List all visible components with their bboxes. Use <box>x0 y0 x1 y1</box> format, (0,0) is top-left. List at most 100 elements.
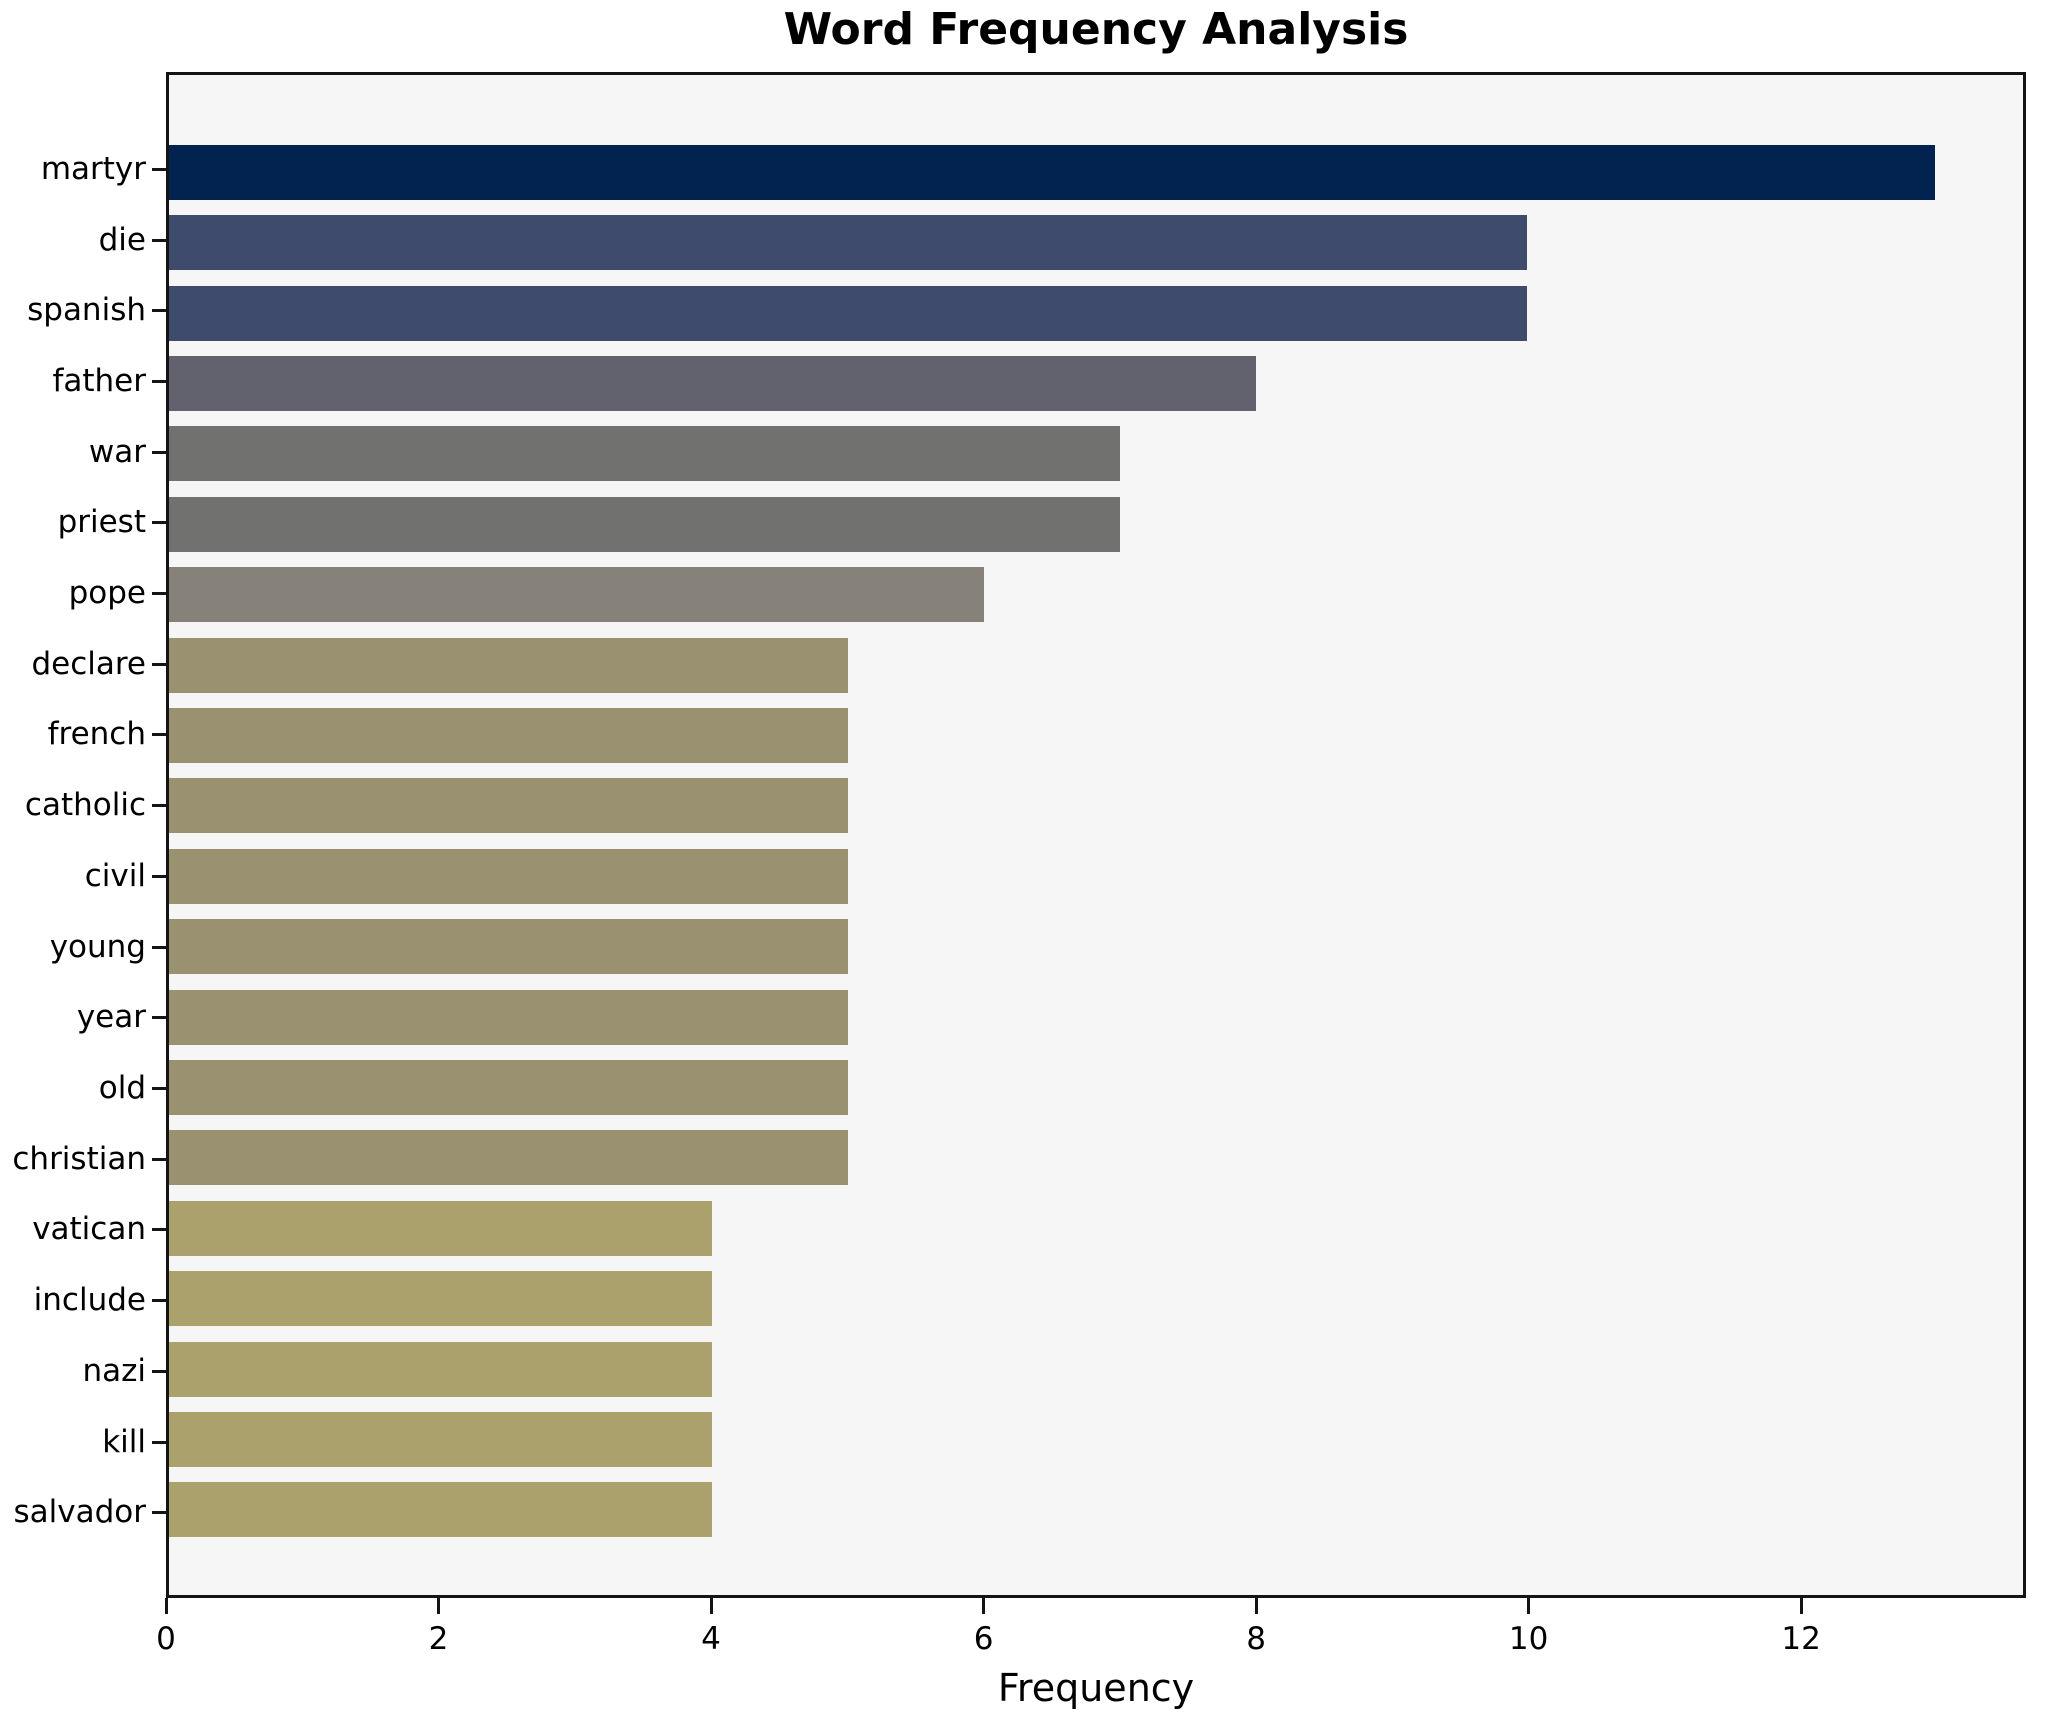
y-tick-mark <box>152 1299 166 1303</box>
bar-include <box>169 1271 713 1327</box>
y-label-row-pope: pope <box>0 558 146 629</box>
y-tick-row-catholic <box>152 770 166 841</box>
y-label-row-include: include <box>0 1265 146 1336</box>
y-tick-label-die: die <box>98 221 146 258</box>
y-tick-row-nazi <box>152 1336 166 1407</box>
y-label-row-year: year <box>0 982 146 1053</box>
y-tick-mark <box>152 804 166 808</box>
bar-row-martyr <box>169 137 2023 207</box>
x-tick-mark <box>982 1598 986 1614</box>
y-tick-row-war <box>152 417 166 488</box>
y-tick-row-vatican <box>152 1195 166 1266</box>
x-tick-mark <box>1527 1598 1531 1614</box>
bar-row-civil <box>169 841 2023 911</box>
bar-row-spanish <box>169 278 2023 348</box>
y-label-row-martyr: martyr <box>0 134 146 205</box>
y-tick-mark <box>152 1157 166 1161</box>
x-tick-label: 8 <box>1246 1621 1266 1657</box>
y-tick-row-priest <box>152 488 166 559</box>
bar-row-young <box>169 911 2023 981</box>
x-tick-mark <box>1799 1598 1803 1614</box>
bar-row-die <box>169 207 2023 277</box>
y-tick-mark <box>152 521 166 525</box>
bar-row-vatican <box>169 1193 2023 1263</box>
y-label-row-die: die <box>0 205 146 276</box>
y-tick-label-salvador: salvador <box>13 1494 147 1531</box>
bar-row-pope <box>169 559 2023 629</box>
bar-spanish <box>169 285 1528 341</box>
y-label-row-vatican: vatican <box>0 1195 146 1266</box>
y-tick-row-salvador <box>152 1477 166 1548</box>
x-tick-mark <box>1254 1598 1258 1614</box>
y-tick-label-catholic: catholic <box>24 787 146 824</box>
y-tick-label-young: young <box>49 928 146 965</box>
bar-die <box>169 215 1528 271</box>
y-tick-mark <box>152 238 166 242</box>
y-tick-row-year <box>152 982 166 1053</box>
bar-row-catholic <box>169 771 2023 841</box>
y-tick-mark <box>152 1016 166 1020</box>
y-tick-row-declare <box>152 629 166 700</box>
y-tick-label-priest: priest <box>57 504 146 541</box>
y-tick-row-die <box>152 205 166 276</box>
y-tick-mark <box>152 309 166 313</box>
bar-father <box>169 355 1256 411</box>
y-tick-label-declare: declare <box>31 645 146 682</box>
bar-row-father <box>169 348 2023 418</box>
y-tick-mark <box>152 662 166 666</box>
bar-row-salvador <box>169 1475 2023 1545</box>
y-tick-mark <box>152 592 166 596</box>
y-label-row-salvador: salvador <box>0 1477 147 1548</box>
y-label-row-french: french <box>0 700 146 771</box>
bar-priest <box>169 496 1120 552</box>
x-tick-label: 12 <box>1781 1621 1821 1657</box>
y-tick-row-kill <box>152 1407 166 1478</box>
y-tick-mark <box>152 1369 166 1373</box>
y-tick-mark <box>152 1511 166 1515</box>
y-tick-mark <box>152 450 166 454</box>
y-tick-row-spanish <box>152 275 166 346</box>
x-tick-label: 0 <box>156 1621 176 1657</box>
x-tick-mark <box>437 1598 441 1614</box>
bars-layer <box>169 75 2023 1595</box>
x-tick-mark <box>164 1598 168 1614</box>
y-tick-label-father: father <box>52 362 146 399</box>
bar-civil <box>169 848 849 904</box>
bar-pope <box>169 567 984 623</box>
bar-row-french <box>169 700 2023 770</box>
y-label-row-nazi: nazi <box>0 1336 146 1407</box>
y-tick-label-year: year <box>76 999 146 1036</box>
y-tick-mark <box>152 167 166 171</box>
bar-young <box>169 919 849 975</box>
bar-row-year <box>169 982 2023 1052</box>
y-tick-mark <box>152 874 166 878</box>
y-tick-label-christian: christian <box>12 1140 146 1177</box>
bar-kill <box>169 1412 713 1468</box>
y-label-row-spanish: spanish <box>0 275 146 346</box>
y-tick-label-old: old <box>98 1069 146 1106</box>
y-tick-row-christian <box>152 1124 166 1195</box>
plot-area <box>166 72 2026 1598</box>
bar-year <box>169 989 849 1045</box>
y-tick-label-pope: pope <box>68 575 146 612</box>
bar-old <box>169 1059 849 1115</box>
y-tick-row-father <box>152 346 166 417</box>
y-tick-row-martyr <box>152 134 166 205</box>
y-tick-label-vatican: vatican <box>32 1211 146 1248</box>
bar-christian <box>169 1130 849 1186</box>
y-label-row-catholic: catholic <box>0 770 146 841</box>
x-tick-label: 4 <box>701 1621 721 1657</box>
bar-row-old <box>169 1052 2023 1122</box>
bar-row-include <box>169 1264 2023 1334</box>
y-tick-label-spanish: spanish <box>27 292 146 329</box>
bar-row-kill <box>169 1404 2023 1474</box>
y-tick-row-include <box>152 1265 166 1336</box>
bar-nazi <box>169 1341 713 1397</box>
bar-salvador <box>169 1482 713 1538</box>
bar-row-christian <box>169 1123 2023 1193</box>
y-tick-mark <box>152 1086 166 1090</box>
x-tick-mark <box>709 1598 713 1614</box>
y-label-row-old: old <box>0 1053 146 1124</box>
x-axis-label: Frequency <box>997 1666 1195 1710</box>
